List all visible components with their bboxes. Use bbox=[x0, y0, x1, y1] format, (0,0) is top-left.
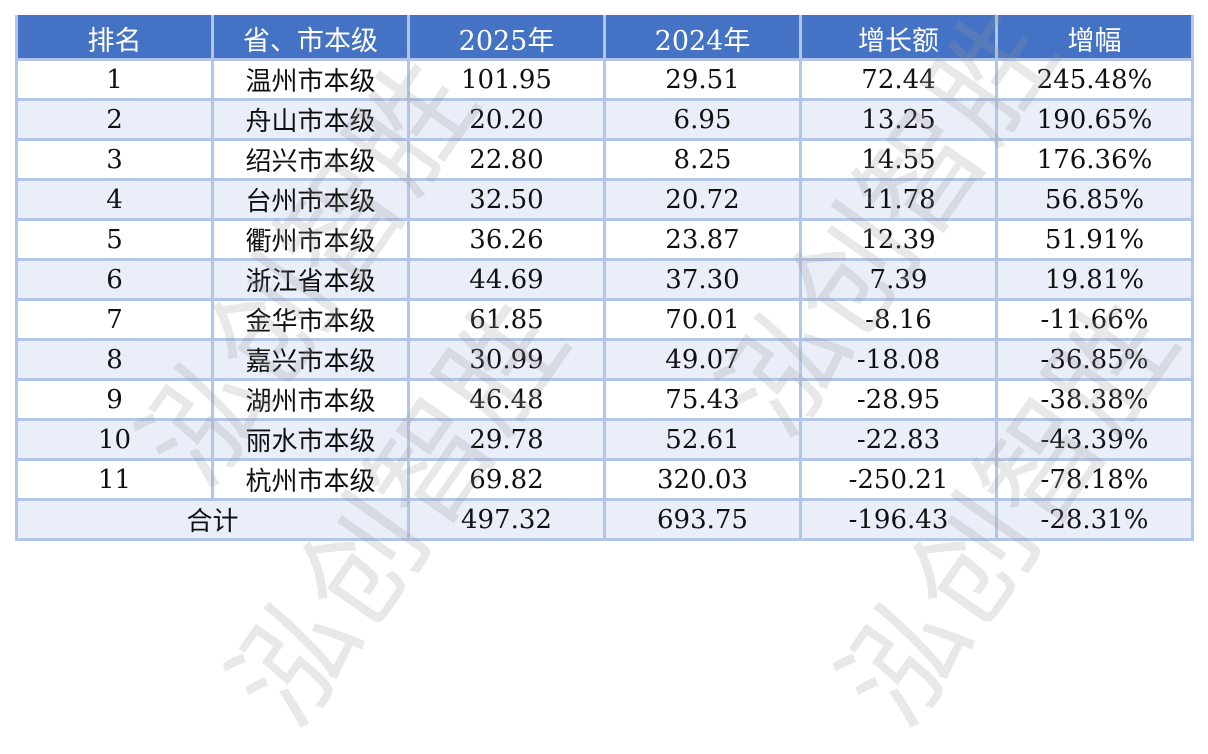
cell-region: 杭州市本级 bbox=[211, 458, 410, 501]
cell-region: 湖州市本级 bbox=[211, 378, 410, 421]
cell-growth-rate: -36.85% bbox=[995, 338, 1194, 381]
cell-rank: 10 bbox=[15, 418, 214, 461]
header-year-2024: 2024年 bbox=[603, 16, 802, 60]
table-row: 2 舟山市本级 20.20 6.95 13.25 190.65% bbox=[15, 98, 1194, 141]
cell-region: 丽水市本级 bbox=[211, 418, 410, 461]
cell-growth-amount: 7.39 bbox=[799, 258, 998, 301]
cell-year-2024: 20.72 bbox=[603, 178, 802, 221]
table-row: 1 温州市本级 101.95 29.51 72.44 245.48% bbox=[15, 58, 1194, 101]
cell-region: 舟山市本级 bbox=[211, 98, 410, 141]
table-row: 6 浙江省本级 44.69 37.30 7.39 19.81% bbox=[15, 258, 1194, 301]
cell-growth-rate: -11.66% bbox=[995, 298, 1194, 341]
cell-region: 金华市本级 bbox=[211, 298, 410, 341]
cell-growth-rate: 245.48% bbox=[995, 58, 1194, 101]
cell-year-2025: 30.99 bbox=[407, 338, 606, 381]
cell-year-2025: 69.82 bbox=[407, 458, 606, 501]
cell-year-2024: 29.51 bbox=[603, 58, 802, 101]
header-growth-amount: 增长额 bbox=[799, 16, 998, 60]
total-label: 合计 bbox=[15, 498, 410, 541]
cell-growth-rate: -38.38% bbox=[995, 378, 1194, 421]
total-row: 合计 497.32 693.75 -196.43 -28.31% bbox=[15, 498, 1194, 541]
cell-year-2024: 70.01 bbox=[603, 298, 802, 341]
table-row: 9 湖州市本级 46.48 75.43 -28.95 -38.38% bbox=[15, 378, 1194, 421]
table-row: 8 嘉兴市本级 30.99 49.07 -18.08 -36.85% bbox=[15, 338, 1194, 381]
table-row: 4 台州市本级 32.50 20.72 11.78 56.85% bbox=[15, 178, 1194, 221]
total-year-2024: 693.75 bbox=[603, 498, 802, 541]
cell-region: 嘉兴市本级 bbox=[211, 338, 410, 381]
cell-region: 浙江省本级 bbox=[211, 258, 410, 301]
cell-growth-rate: -43.39% bbox=[995, 418, 1194, 461]
cell-year-2024: 37.30 bbox=[603, 258, 802, 301]
cell-year-2025: 22.80 bbox=[407, 138, 606, 181]
table-row: 3 绍兴市本级 22.80 8.25 14.55 176.36% bbox=[15, 138, 1194, 181]
cell-rank: 9 bbox=[15, 378, 214, 421]
cell-year-2025: 61.85 bbox=[407, 298, 606, 341]
cell-year-2025: 20.20 bbox=[407, 98, 606, 141]
cell-growth-amount: -8.16 bbox=[799, 298, 998, 341]
cell-year-2024: 49.07 bbox=[603, 338, 802, 381]
header-row: 排名 省、市本级 2025年 2024年 增长额 增幅 bbox=[15, 16, 1194, 60]
total-growth-rate: -28.31% bbox=[995, 498, 1194, 541]
cell-year-2025: 36.26 bbox=[407, 218, 606, 261]
cell-region: 绍兴市本级 bbox=[211, 138, 410, 181]
cell-rank: 6 bbox=[15, 258, 214, 301]
cell-year-2024: 6.95 bbox=[603, 98, 802, 141]
cell-year-2024: 52.61 bbox=[603, 418, 802, 461]
cell-year-2025: 101.95 bbox=[407, 58, 606, 101]
cell-growth-amount: 13.25 bbox=[799, 98, 998, 141]
cell-rank: 11 bbox=[15, 458, 214, 501]
total-growth-amount: -196.43 bbox=[799, 498, 998, 541]
cell-year-2024: 75.43 bbox=[603, 378, 802, 421]
cell-rank: 8 bbox=[15, 338, 214, 381]
table-row: 11 杭州市本级 69.82 320.03 -250.21 -78.18% bbox=[15, 458, 1194, 501]
header-growth-rate: 增幅 bbox=[995, 16, 1194, 60]
cell-year-2025: 32.50 bbox=[407, 178, 606, 221]
header-rank: 排名 bbox=[15, 16, 214, 60]
cell-rank: 4 bbox=[15, 178, 214, 221]
cell-rank: 5 bbox=[15, 218, 214, 261]
cell-growth-rate: 190.65% bbox=[995, 98, 1194, 141]
cell-growth-rate: 51.91% bbox=[995, 218, 1194, 261]
cell-year-2024: 320.03 bbox=[603, 458, 802, 501]
cell-growth-amount: -250.21 bbox=[799, 458, 998, 501]
cell-year-2024: 23.87 bbox=[603, 218, 802, 261]
total-year-2025: 497.32 bbox=[407, 498, 606, 541]
cell-rank: 7 bbox=[15, 298, 214, 341]
cell-region: 台州市本级 bbox=[211, 178, 410, 221]
cell-growth-rate: 56.85% bbox=[995, 178, 1194, 221]
cell-growth-amount: 12.39 bbox=[799, 218, 998, 261]
header-year-2025: 2025年 bbox=[407, 16, 606, 60]
cell-growth-rate: 176.36% bbox=[995, 138, 1194, 181]
header-region: 省、市本级 bbox=[211, 16, 410, 60]
cell-growth-amount: -28.95 bbox=[799, 378, 998, 421]
cell-year-2025: 44.69 bbox=[407, 258, 606, 301]
table-row: 10 丽水市本级 29.78 52.61 -22.83 -43.39% bbox=[15, 418, 1194, 461]
cell-growth-amount: 72.44 bbox=[799, 58, 998, 101]
cell-growth-amount: 14.55 bbox=[799, 138, 998, 181]
data-table: 排名 省、市本级 2025年 2024年 增长额 增幅 1 温州市本级 101.95 29.51… bbox=[15, 15, 1194, 541]
cell-rank: 2 bbox=[15, 98, 214, 141]
cell-growth-amount: -18.08 bbox=[799, 338, 998, 381]
cell-growth-amount: -22.83 bbox=[799, 418, 998, 461]
cell-year-2025: 46.48 bbox=[407, 378, 606, 421]
cell-growth-rate: -78.18% bbox=[995, 458, 1194, 501]
cell-rank: 3 bbox=[15, 138, 214, 181]
cell-year-2024: 8.25 bbox=[603, 138, 802, 181]
cell-rank: 1 bbox=[15, 58, 214, 101]
table-row: 7 金华市本级 61.85 70.01 -8.16 -11.66% bbox=[15, 298, 1194, 341]
cell-region: 衢州市本级 bbox=[211, 218, 410, 261]
cell-growth-amount: 11.78 bbox=[799, 178, 998, 221]
table-row: 5 衢州市本级 36.26 23.87 12.39 51.91% bbox=[15, 218, 1194, 261]
cell-region: 温州市本级 bbox=[211, 58, 410, 101]
cell-year-2025: 29.78 bbox=[407, 418, 606, 461]
cell-growth-rate: 19.81% bbox=[995, 258, 1194, 301]
